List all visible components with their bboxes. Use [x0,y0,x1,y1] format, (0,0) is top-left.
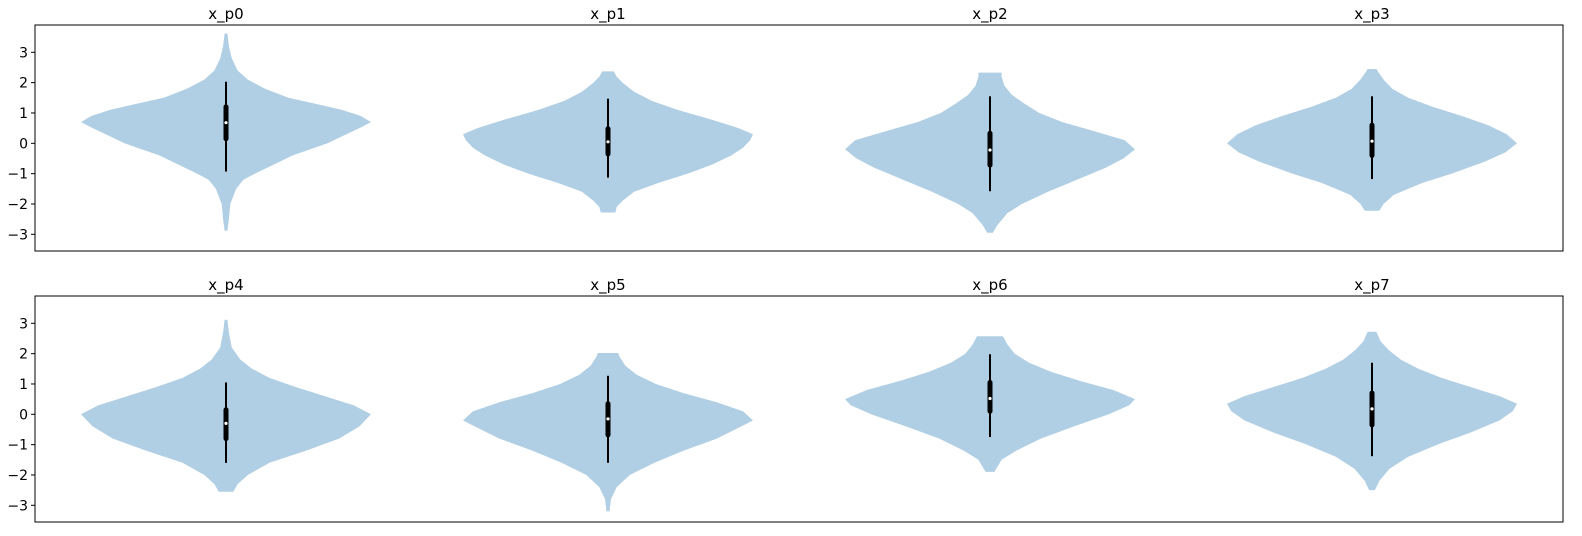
subplot-title: x_p3 [1354,5,1389,24]
subplot-title: x_p7 [1354,276,1389,295]
y-tick-label: 3 [19,45,28,61]
y-tick-label: 1 [19,377,28,393]
median-marker [224,421,228,426]
y-tick-label: −2 [7,197,28,213]
subplot-title: x_p6 [972,276,1007,295]
subplot-title: x_p1 [590,5,625,24]
axes-frame [34,24,1564,252]
y-tick-label: 0 [19,136,28,152]
violin-x_p5: x_p5 [463,276,753,512]
y-tick-label: 0 [19,407,28,423]
violin-x_p1: x_p1 [463,5,753,213]
y-tick-label: −1 [7,438,28,454]
y-tick-label: −3 [7,498,28,514]
median-marker [1370,139,1374,143]
median-marker [988,148,992,152]
median-marker [988,396,992,401]
violin-x_p2: x_p2 [845,5,1135,233]
median-marker [606,140,610,144]
median-marker [224,121,228,125]
subplot-row-1: −3 −2 −1 0 1 2 3 x_p4 x_p5 x_p6 x_p7 [7,276,1564,523]
median-marker [1370,407,1374,411]
y-tick-label: 1 [19,106,28,122]
subplot-title: x_p4 [208,276,243,295]
subplot-title: x_p0 [208,5,243,24]
subplot-title: x_p5 [590,276,625,295]
axes-frame [34,295,1564,523]
median-marker [606,417,610,421]
y-tick-label: −3 [7,227,28,243]
subplot-title: x_p2 [972,5,1007,24]
y-tick-label: −2 [7,468,28,484]
y-tick-label: 2 [19,76,28,92]
y-tick-label: 3 [19,316,28,332]
y-tick-label: −1 [7,167,28,183]
violin-x_p0: x_p0 [81,5,371,231]
y-tick-label: 2 [19,347,28,363]
violin-x_p6: x_p6 [845,276,1135,472]
violin-x_p4: x_p4 [81,276,371,492]
violin-x_p7: x_p7 [1227,276,1517,491]
violin-x_p3: x_p3 [1227,5,1517,211]
subplot-row-0: −3 −2 −1 0 1 2 3 x_p0 x_p1 x_p2 x_p3 [7,5,1564,252]
